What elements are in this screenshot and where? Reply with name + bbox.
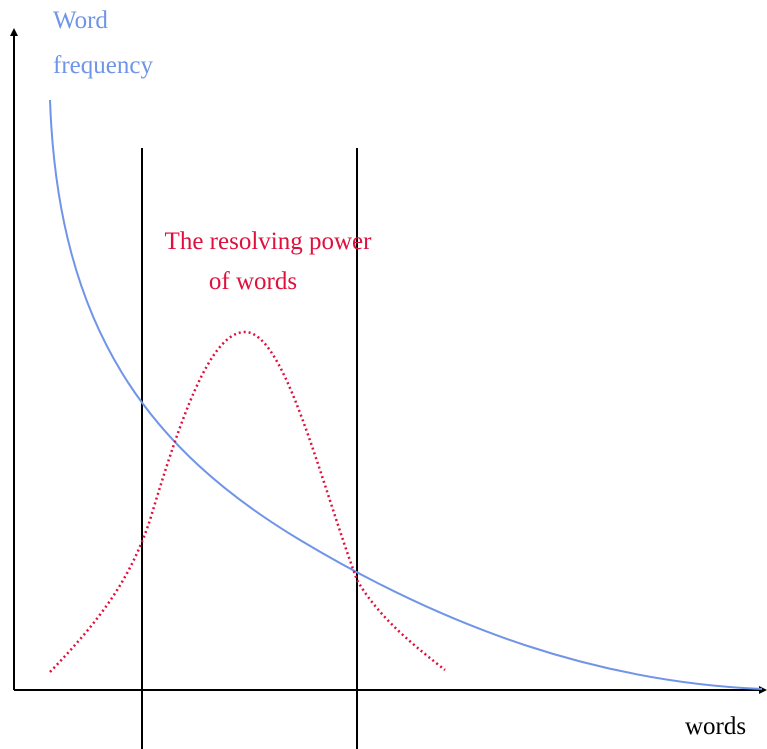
frequency-curve (49, 99, 763, 690)
annotation: of words (209, 268, 297, 295)
y-label: Word (53, 7, 108, 34)
resolving-power-curve (49, 330, 446, 673)
annotation: The resolving power (165, 228, 373, 255)
y-label: frequency (53, 52, 153, 79)
x-label: words (685, 713, 746, 740)
